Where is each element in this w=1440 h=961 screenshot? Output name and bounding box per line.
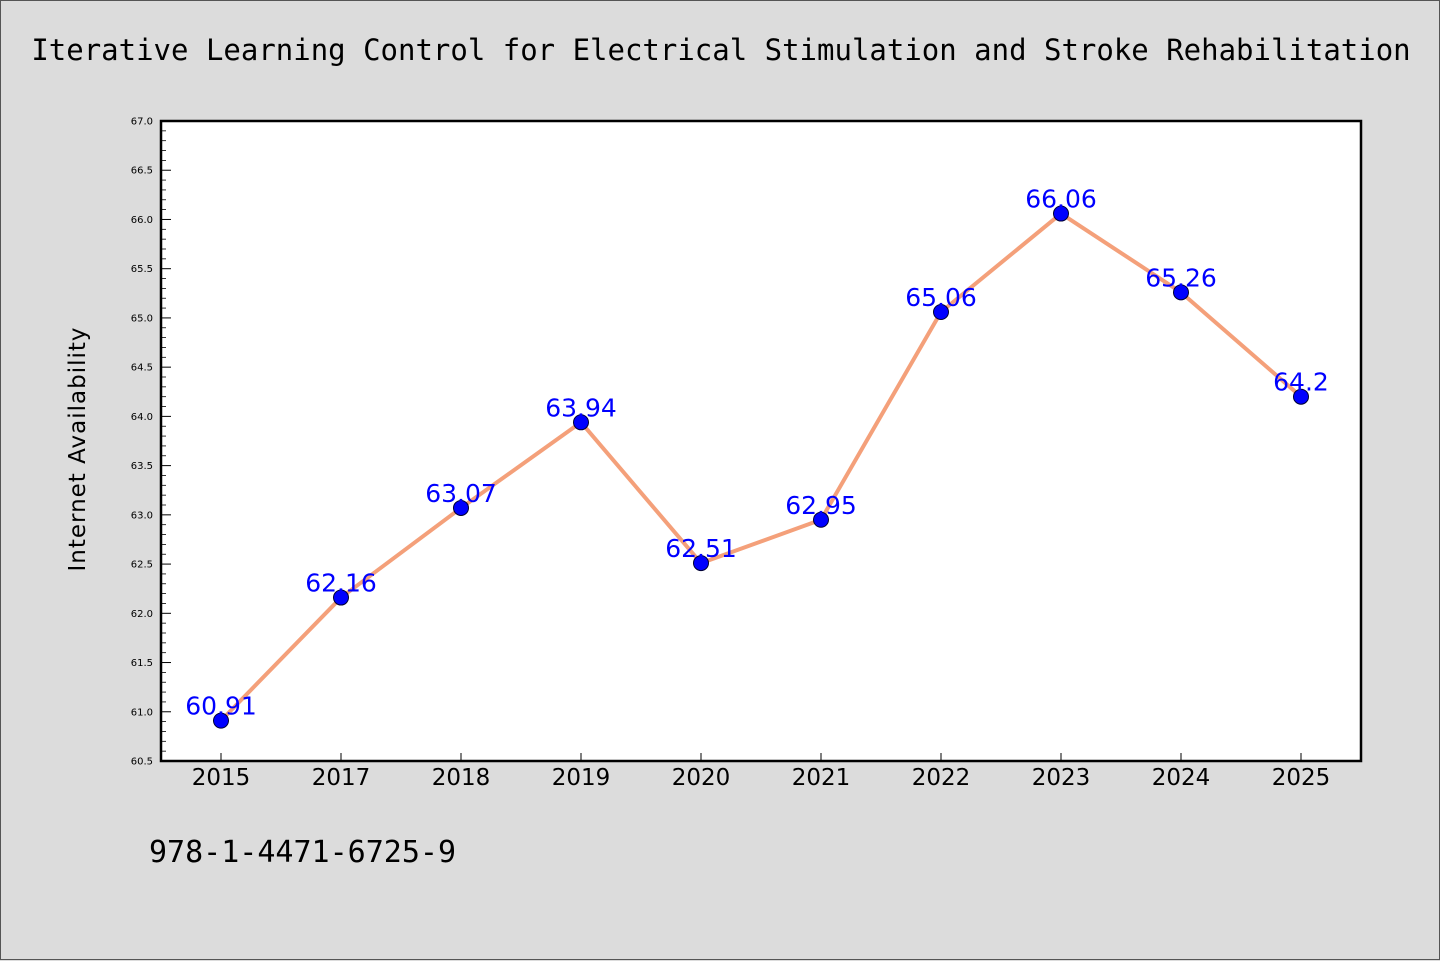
y-axis-label: Internet Availability: [65, 326, 91, 571]
data-point: [453, 499, 469, 516]
data-label: 62.95: [785, 491, 857, 520]
x-tick-label: 2015: [192, 765, 251, 791]
x-tick-label: 2020: [672, 765, 731, 791]
series-line: [219, 211, 1303, 723]
x-tick-label: 2023: [1032, 765, 1091, 791]
data-point: [933, 304, 949, 321]
data-point: [333, 589, 349, 606]
plot-area: [161, 121, 1361, 761]
data-point: [1053, 205, 1069, 222]
y-tick-label: 65.0: [131, 313, 153, 324]
y-tick-label: 62.5: [131, 560, 153, 571]
data-point: [573, 414, 589, 431]
data-point: [213, 712, 229, 729]
data-label: 62.16: [305, 569, 377, 598]
y-tick-label: 61.0: [131, 707, 153, 718]
data-point: [693, 555, 709, 572]
y-tick-label: 61.5: [131, 658, 153, 669]
data-point: [813, 511, 829, 528]
isbn-text: 978-1-4471-6725-9: [149, 835, 457, 870]
data-point: [1173, 284, 1189, 301]
chart-title: Iterative Learning Control for Electrica…: [31, 33, 1411, 67]
y-tick-label: 66.5: [131, 166, 153, 177]
y-tick-label: 63.0: [131, 510, 153, 521]
y-tick-label: 64.5: [131, 363, 153, 374]
data-label: 66.06: [1025, 185, 1097, 214]
y-tick-label: 67.0: [131, 117, 153, 128]
data-label: 62.51: [665, 534, 737, 563]
y-tick-label: 63.5: [131, 461, 153, 472]
data-label: 65.06: [905, 283, 977, 312]
y-tick-label: 64.0: [131, 412, 153, 423]
y-tick-label: 66.0: [131, 215, 153, 226]
x-tick-label: 2025: [1272, 765, 1331, 791]
x-axis: 2015 2017 2018 2019 2020 2021 2022 2023 2024 2025: [192, 753, 1331, 791]
data-series: 60.91 62.16 63.07 63.94 62.51 62.95 65.06 66.06…: [185, 185, 1329, 729]
data-label: 60.91: [185, 692, 257, 721]
data-label: 64.2: [1273, 368, 1329, 397]
y-tick-label: 60.5: [131, 757, 153, 768]
x-tick-label: 2019: [552, 765, 611, 791]
data-label: 65.26: [1145, 263, 1217, 292]
plot-border: [159, 119, 1363, 763]
y-tick-label: 65.5: [131, 264, 153, 275]
x-tick-label: 2017: [312, 765, 371, 791]
data-point: [1293, 388, 1309, 405]
data-label: 63.94: [545, 393, 617, 422]
y-tick-label: 62.0: [131, 609, 153, 620]
x-tick-label: 2018: [432, 765, 491, 791]
x-tick-label: 2021: [792, 765, 851, 791]
data-label: 63.07: [425, 479, 497, 508]
x-tick-label: 2024: [1152, 765, 1211, 791]
x-tick-label: 2022: [912, 765, 971, 791]
